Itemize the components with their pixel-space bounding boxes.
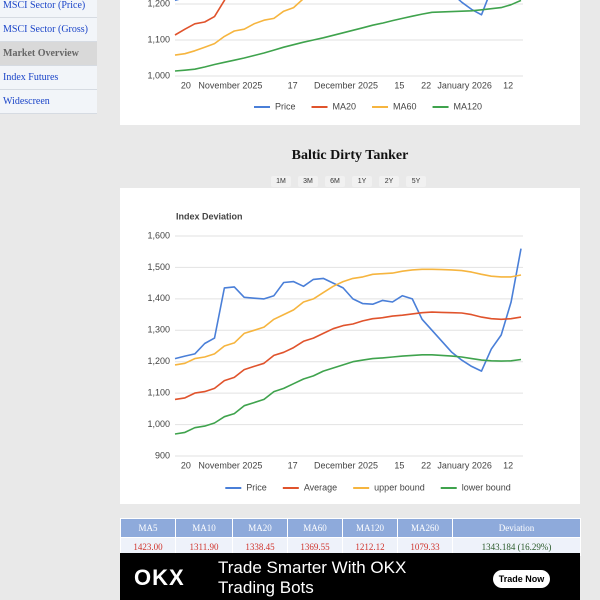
x-tick-label: 20 bbox=[181, 460, 191, 470]
ad-headline: Trade Smarter With OKX bbox=[218, 558, 407, 577]
series-line bbox=[174, 248, 522, 372]
table-cell: 1338.45 bbox=[232, 537, 288, 556]
ad-button[interactable]: Trade Now bbox=[493, 570, 550, 588]
x-tick-label: January 2026 bbox=[437, 80, 492, 90]
y-tick-label: 1,300 bbox=[147, 325, 170, 335]
legend-label: MA20 bbox=[333, 101, 357, 111]
header-cell: MA5 bbox=[120, 518, 176, 538]
legend-label: Price bbox=[246, 482, 267, 492]
ma-table: MA5 MA10 MA20 MA60 MA120 MA260 Deviation 1423.… bbox=[120, 518, 581, 556]
x-tick-label: November 2025 bbox=[198, 80, 262, 90]
header-cell: Deviation bbox=[452, 518, 581, 538]
x-tick-label: 22 bbox=[421, 460, 431, 470]
header-cell: MA20 bbox=[232, 518, 288, 538]
series-line bbox=[174, 0, 489, 16]
range-button[interactable]: 3M bbox=[298, 176, 318, 187]
series-line bbox=[174, 311, 522, 401]
legend: Price MA20 MA60 MA120 bbox=[254, 101, 482, 111]
y-tick-label: 900 bbox=[155, 450, 170, 460]
page-title: Baltic Dirty Tanker bbox=[291, 148, 409, 163]
legend: Price Average upper bound lower bound bbox=[225, 482, 511, 492]
legend-label: Average bbox=[304, 482, 337, 492]
chart-panel: 1,000 1,100 1,200 20 November 2025 17 December… bbox=[120, 0, 580, 125]
x-tick-label: December 2025 bbox=[314, 460, 378, 470]
ad-headline: Trading Bots bbox=[218, 578, 314, 597]
y-tick-label: 1,600 bbox=[147, 230, 170, 240]
x-tick-label: December 2025 bbox=[314, 80, 378, 90]
y-tick-label: 1,400 bbox=[147, 293, 170, 303]
x-tick-label: 17 bbox=[288, 460, 298, 470]
series-line bbox=[174, 268, 522, 366]
x-tick-label: 20 bbox=[181, 80, 191, 90]
y-tick-label: 1,000 bbox=[147, 70, 170, 80]
x-tick-label: 12 bbox=[503, 460, 513, 470]
range-button[interactable]: 5Y bbox=[406, 176, 426, 187]
y-tick-label: 1,000 bbox=[147, 419, 170, 429]
series-line bbox=[174, 0, 226, 36]
series-line bbox=[174, 354, 522, 435]
nav-item[interactable]: Widescreen bbox=[0, 90, 97, 114]
legend-label: MA120 bbox=[454, 101, 483, 111]
range-buttons: 1M 3M 6M 1Y 2Y 5Y bbox=[271, 176, 426, 187]
nav-item[interactable]: MSCI Sector (Gross) bbox=[0, 18, 97, 42]
y-tick-label: 1,200 bbox=[147, 0, 170, 8]
chart-panel: Index Deviation 900 1,000 1,100 1,200 1,300 1,… bbox=[120, 188, 580, 504]
table-cell: 1343.184 (16.29%) bbox=[452, 537, 581, 556]
header-cell: MA60 bbox=[287, 518, 343, 538]
x-tick-label: January 2026 bbox=[437, 460, 492, 470]
y-tick-label: 1,200 bbox=[147, 356, 170, 366]
range-button[interactable]: 1M bbox=[271, 176, 291, 187]
header-row: MA5 MA10 MA20 MA60 MA120 MA260 Deviation bbox=[120, 518, 581, 538]
legend-label: lower bound bbox=[462, 482, 511, 492]
y-tick-label: 1,100 bbox=[147, 388, 170, 398]
range-button[interactable]: 1Y bbox=[352, 176, 372, 187]
nav-item[interactable]: MSCI Sector (Price) bbox=[0, 0, 97, 18]
x-tick-label: 17 bbox=[288, 80, 298, 90]
chart-title: Index Deviation bbox=[176, 211, 243, 221]
header-cell: MA260 bbox=[397, 518, 453, 538]
y-tick-label: 1,500 bbox=[147, 262, 170, 272]
series-line bbox=[174, 0, 522, 72]
x-tick-label: 12 bbox=[503, 80, 513, 90]
x-tick-label: 15 bbox=[394, 460, 404, 470]
table-cell: 1423.00 bbox=[120, 537, 176, 556]
sidebar: MSCI Sector (Price) MSCI Sector (Gross) Ma… bbox=[0, 0, 97, 114]
range-button[interactable]: 2Y bbox=[379, 176, 399, 187]
nav-item[interactable]: Index Futures bbox=[0, 66, 97, 90]
x-tick-label: November 2025 bbox=[198, 460, 262, 470]
x-tick-label: 15 bbox=[394, 80, 404, 90]
table-cell: 1079.33 bbox=[397, 537, 453, 556]
x-tick-label: 22 bbox=[421, 80, 431, 90]
legend-label: MA60 bbox=[393, 101, 417, 111]
y-tick-label: 1,100 bbox=[147, 34, 170, 44]
header-cell: MA120 bbox=[342, 518, 398, 538]
ad-banner[interactable]: OKX Trade Smarter With OKX Trading Bots … bbox=[120, 553, 580, 600]
nav-item[interactable]: Market Overview bbox=[0, 42, 97, 66]
table-cell: 1212.12 bbox=[342, 537, 398, 556]
range-button[interactable]: 6M bbox=[325, 176, 345, 187]
ad-logo: OKX bbox=[134, 565, 185, 590]
header-cell: MA10 bbox=[175, 518, 233, 538]
legend-label: Price bbox=[275, 101, 296, 111]
series-line bbox=[174, 0, 304, 56]
legend-label: upper bound bbox=[374, 482, 425, 492]
